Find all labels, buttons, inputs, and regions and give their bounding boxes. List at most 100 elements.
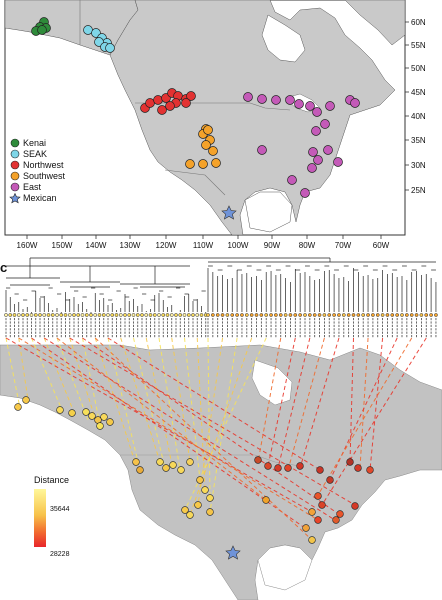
tip-label-tick [435, 335, 437, 338]
tip-label-tick [116, 331, 117, 334]
tip-label-tick [430, 335, 432, 338]
tip-label-tick [196, 324, 198, 327]
tip-label-tick [107, 335, 109, 338]
sample-point [201, 140, 211, 150]
tip-label-tick [73, 324, 75, 327]
tree-tip-marker [12, 313, 17, 317]
tip-label-tick [60, 321, 62, 324]
tip-label-tick [309, 331, 311, 334]
tip-label-tick [35, 324, 37, 327]
tip-label-tick [290, 335, 291, 338]
tip-label-tick [90, 335, 92, 338]
tip-label-tick [265, 335, 267, 338]
tip-label-tick [207, 318, 209, 321]
tip-label-tick [26, 324, 28, 327]
tip-label-tick [141, 328, 143, 331]
tree-tip-marker [235, 313, 239, 317]
tree-tip-marker [380, 313, 385, 317]
lower-sample-point [284, 464, 292, 472]
tip-label-tick [338, 321, 340, 324]
tip-label-tick [348, 335, 350, 338]
tip-label-tick [31, 318, 32, 321]
tip-label-tick [133, 328, 134, 331]
lower-sample-point [22, 396, 30, 404]
phylogeny-left-clade [4, 257, 331, 338]
tip-label-tick [324, 321, 325, 324]
tip-label-tick [128, 331, 130, 334]
tree-tip-marker [135, 313, 140, 317]
tree-tip-marker [169, 313, 174, 317]
tip-label-tick [236, 331, 238, 334]
tip-label-tick [251, 318, 253, 321]
tip-label-tick [201, 324, 202, 327]
tip-label-tick [14, 321, 15, 324]
tip-label-tick [241, 328, 243, 331]
tip-label-tick [416, 331, 417, 334]
tip-label-tick [285, 331, 286, 334]
tip-label-tick [154, 335, 156, 338]
tip-label-tick [43, 321, 45, 324]
lower-sample-point [206, 494, 214, 502]
sample-point [165, 101, 175, 111]
tip-label-tick [406, 335, 408, 338]
tree-tip-marker [206, 313, 210, 317]
tree-tip-marker [144, 313, 149, 317]
tip-label-tick [391, 331, 393, 334]
tip-label-tick [5, 331, 7, 334]
tip-label-tick [391, 328, 393, 331]
tip-label-tick [275, 335, 277, 338]
tip-label-tick [48, 324, 49, 327]
tip-label-tick [328, 321, 330, 324]
lower-sample-point [177, 466, 185, 474]
tip-label-tick [107, 321, 109, 324]
tip-label-tick [319, 335, 320, 338]
tip-label-tick [319, 328, 320, 331]
legend-mexican-label: Mexican [23, 193, 57, 203]
tip-label-tick [69, 318, 71, 321]
tip-label-tick [362, 331, 364, 334]
phylogeny-right-clade [206, 261, 438, 338]
sample-point [181, 98, 191, 108]
tip-label-tick [251, 324, 253, 327]
tip-label-tick [43, 324, 45, 327]
legend-seak-label: SEAK [23, 149, 47, 159]
tip-label-tick [133, 331, 134, 334]
distance-dashed-line [359, 337, 369, 469]
lower-sample-point [346, 458, 354, 466]
tip-label-tick [18, 328, 20, 331]
north-america-landmass [109, 0, 396, 235]
tip-label-tick [406, 318, 408, 321]
tip-label-tick [43, 335, 45, 338]
tip-label-tick [377, 324, 379, 327]
tip-label-tick [22, 318, 24, 321]
lower-sample-point [68, 409, 76, 417]
tree-tip-marker [298, 313, 302, 317]
tip-label-tick [73, 331, 75, 334]
legend-seak-marker [10, 149, 20, 159]
us-canada-border [135, 102, 291, 111]
tree-tip-marker [434, 313, 438, 317]
tip-label-tick [145, 331, 147, 334]
tip-label-tick [333, 335, 335, 338]
tip-label-tick [222, 321, 223, 324]
tip-label-tick [184, 324, 185, 327]
tip-label-tick [65, 331, 66, 334]
tree-tip-marker [178, 313, 183, 317]
tree-tip-marker [332, 313, 336, 317]
tip-label-tick [179, 328, 181, 331]
tip-label-tick [275, 324, 277, 327]
tree-tip-marker [182, 313, 187, 317]
lower-sample-point [181, 506, 189, 514]
tip-label-tick [309, 324, 311, 327]
tip-label-tick [227, 321, 228, 324]
tip-label-tick [26, 318, 28, 321]
tip-label-tick [184, 335, 185, 338]
tip-label-tick [162, 335, 164, 338]
tip-label-tick [217, 321, 219, 324]
sample-point [320, 119, 330, 129]
distance-dashed-line [82, 337, 341, 516]
legend-item-northwest: Northwest [10, 160, 64, 170]
distance-dashed-line [107, 337, 141, 471]
tree-tip-marker [249, 313, 254, 317]
tip-label-tick [145, 335, 147, 338]
